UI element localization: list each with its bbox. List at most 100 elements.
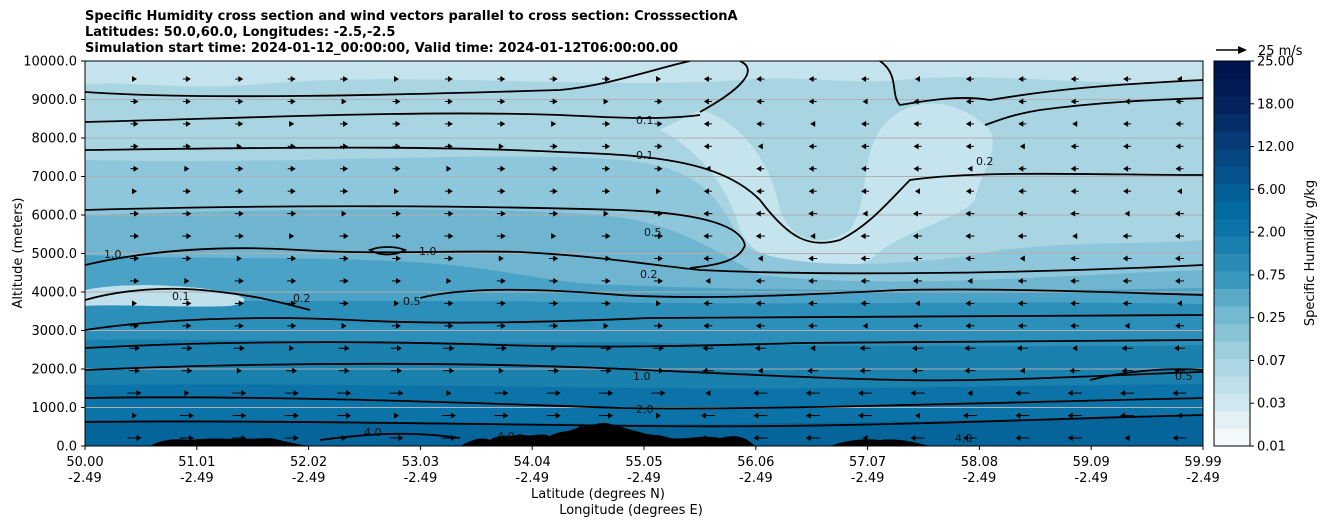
y-tick-label: 6000.0 [32,209,78,224]
colorbar-swatch [1214,166,1250,184]
y-axis-label: Altitude (meters) [11,198,26,309]
wind-vector-head [965,300,971,307]
wind-vector-head [186,322,192,329]
wind-vector-head [133,165,139,172]
x-tick-label-lat: 52.02 [290,455,327,470]
wind-vector-head [1070,210,1076,217]
wind-vector-head [860,300,866,307]
wind-vector-head [1070,300,1076,307]
wind-vector-head [810,120,816,127]
wind-vector-head [861,120,867,127]
wind-vector-head [660,435,666,441]
wind-vector-head [185,120,191,127]
wind-vector-head [1175,233,1180,240]
wind-vector-head [913,210,918,217]
wind-vector-head [757,255,763,262]
wind-vector-head [912,345,917,352]
wind-vector-head [1018,120,1024,127]
wind-vector-head [1122,277,1128,284]
wind-vector-head [756,98,762,105]
wind-vector-head [1122,300,1128,307]
contour-line [85,287,311,311]
wind-vector-head [290,165,296,172]
wind-vector-head [808,76,814,82]
x-tick-label-lon: -2.49 [627,471,661,486]
wind-vector-head [810,233,816,240]
wind-vector-head [703,210,709,217]
wind-vector-head [1124,435,1130,441]
wind-vector-head [500,98,506,105]
colorbar-label: Specific Humidity g/kg [1303,180,1318,326]
y-axis: 0.0 1000.0 2000.0 3000.0 4000.0 5000.0 6000.0 7… [23,55,85,455]
wind-vector-head [343,255,349,262]
wind-vector-head [1018,188,1024,195]
y-tick-label: 8000.0 [32,132,78,147]
wind-vector-head [605,76,611,82]
x-axis-label-lon: Longitude (degrees E) [559,503,703,518]
y-tick-label: 1000.0 [32,401,78,416]
wind-vector-head [344,367,350,374]
wind-vector-head [555,390,561,397]
wind-vector-head [603,98,609,105]
wind-vector-head [1018,98,1024,105]
wind-vector-head [805,412,811,419]
wind-vector-head [1069,367,1075,374]
wind-vector-head [808,188,814,195]
wind-vector-head [1019,255,1025,262]
wind-vector-head [1070,98,1076,105]
wind-vector-head [859,345,865,352]
wind-vector-head [397,345,402,352]
wind-vector-head [1070,143,1076,150]
y-tick-label: 3000.0 [32,324,78,339]
wind-vector-head [1067,390,1073,397]
colorbar-swatch [1214,78,1250,97]
wind-vector-head [702,367,708,374]
wind-vector-head [703,188,709,195]
wind-vector-head [753,412,759,419]
wind-vector-head [238,210,244,217]
colorbar-swatch [1214,411,1250,429]
terrain [85,422,1203,446]
wind-vector-head [808,98,814,105]
wind-vector-head [605,165,611,172]
wind-vector-head [500,76,506,82]
wind-vector-head [396,277,401,284]
wind-vector-head [1175,143,1181,150]
wind-vector-head [397,367,402,374]
x-tick-label-lat: 50.00 [66,455,103,470]
wind-vector-head [552,188,558,195]
wind-vector-head [913,165,919,172]
colorbar-swatch [1214,393,1250,412]
wind-vector-head [1070,76,1076,82]
wind-vector-head [962,435,968,441]
wind-vector-head [965,233,971,240]
wind-vector-head [705,277,711,284]
wind-vector-head [757,143,763,150]
wind-vector-head [1122,233,1128,240]
wind-vector-head [657,165,663,172]
wind-vector-head [659,367,664,374]
wind-vector-head [964,345,970,352]
wind-vector-head [1019,143,1025,150]
wind-vector-head [913,255,918,262]
x-tick-label-lon: -2.49 [1186,471,1220,486]
wind-vector-head [757,367,763,374]
wind-vector-head [808,210,814,217]
wind-vector-head [395,143,401,150]
wind-vector-head [500,210,506,217]
wind-vector-head [394,188,399,195]
wind-key-label: 25 m/s [1258,44,1303,59]
wind-vector-head [135,367,140,374]
title-line-1: Specific Humidity cross section and wind… [85,9,738,24]
wind-vector-head [500,277,506,284]
contour-label: 0.5 [403,295,421,308]
wind-vector-head [551,120,557,127]
wind-vector-head [1018,165,1024,172]
wind-vector-head [915,300,920,307]
wind-vector-head [755,210,761,217]
wind-vector-head [396,210,401,217]
wind-vector-head [756,76,762,82]
colorbar-tick-label: 25.00 [1257,55,1294,70]
wind-vector-head [394,300,399,307]
